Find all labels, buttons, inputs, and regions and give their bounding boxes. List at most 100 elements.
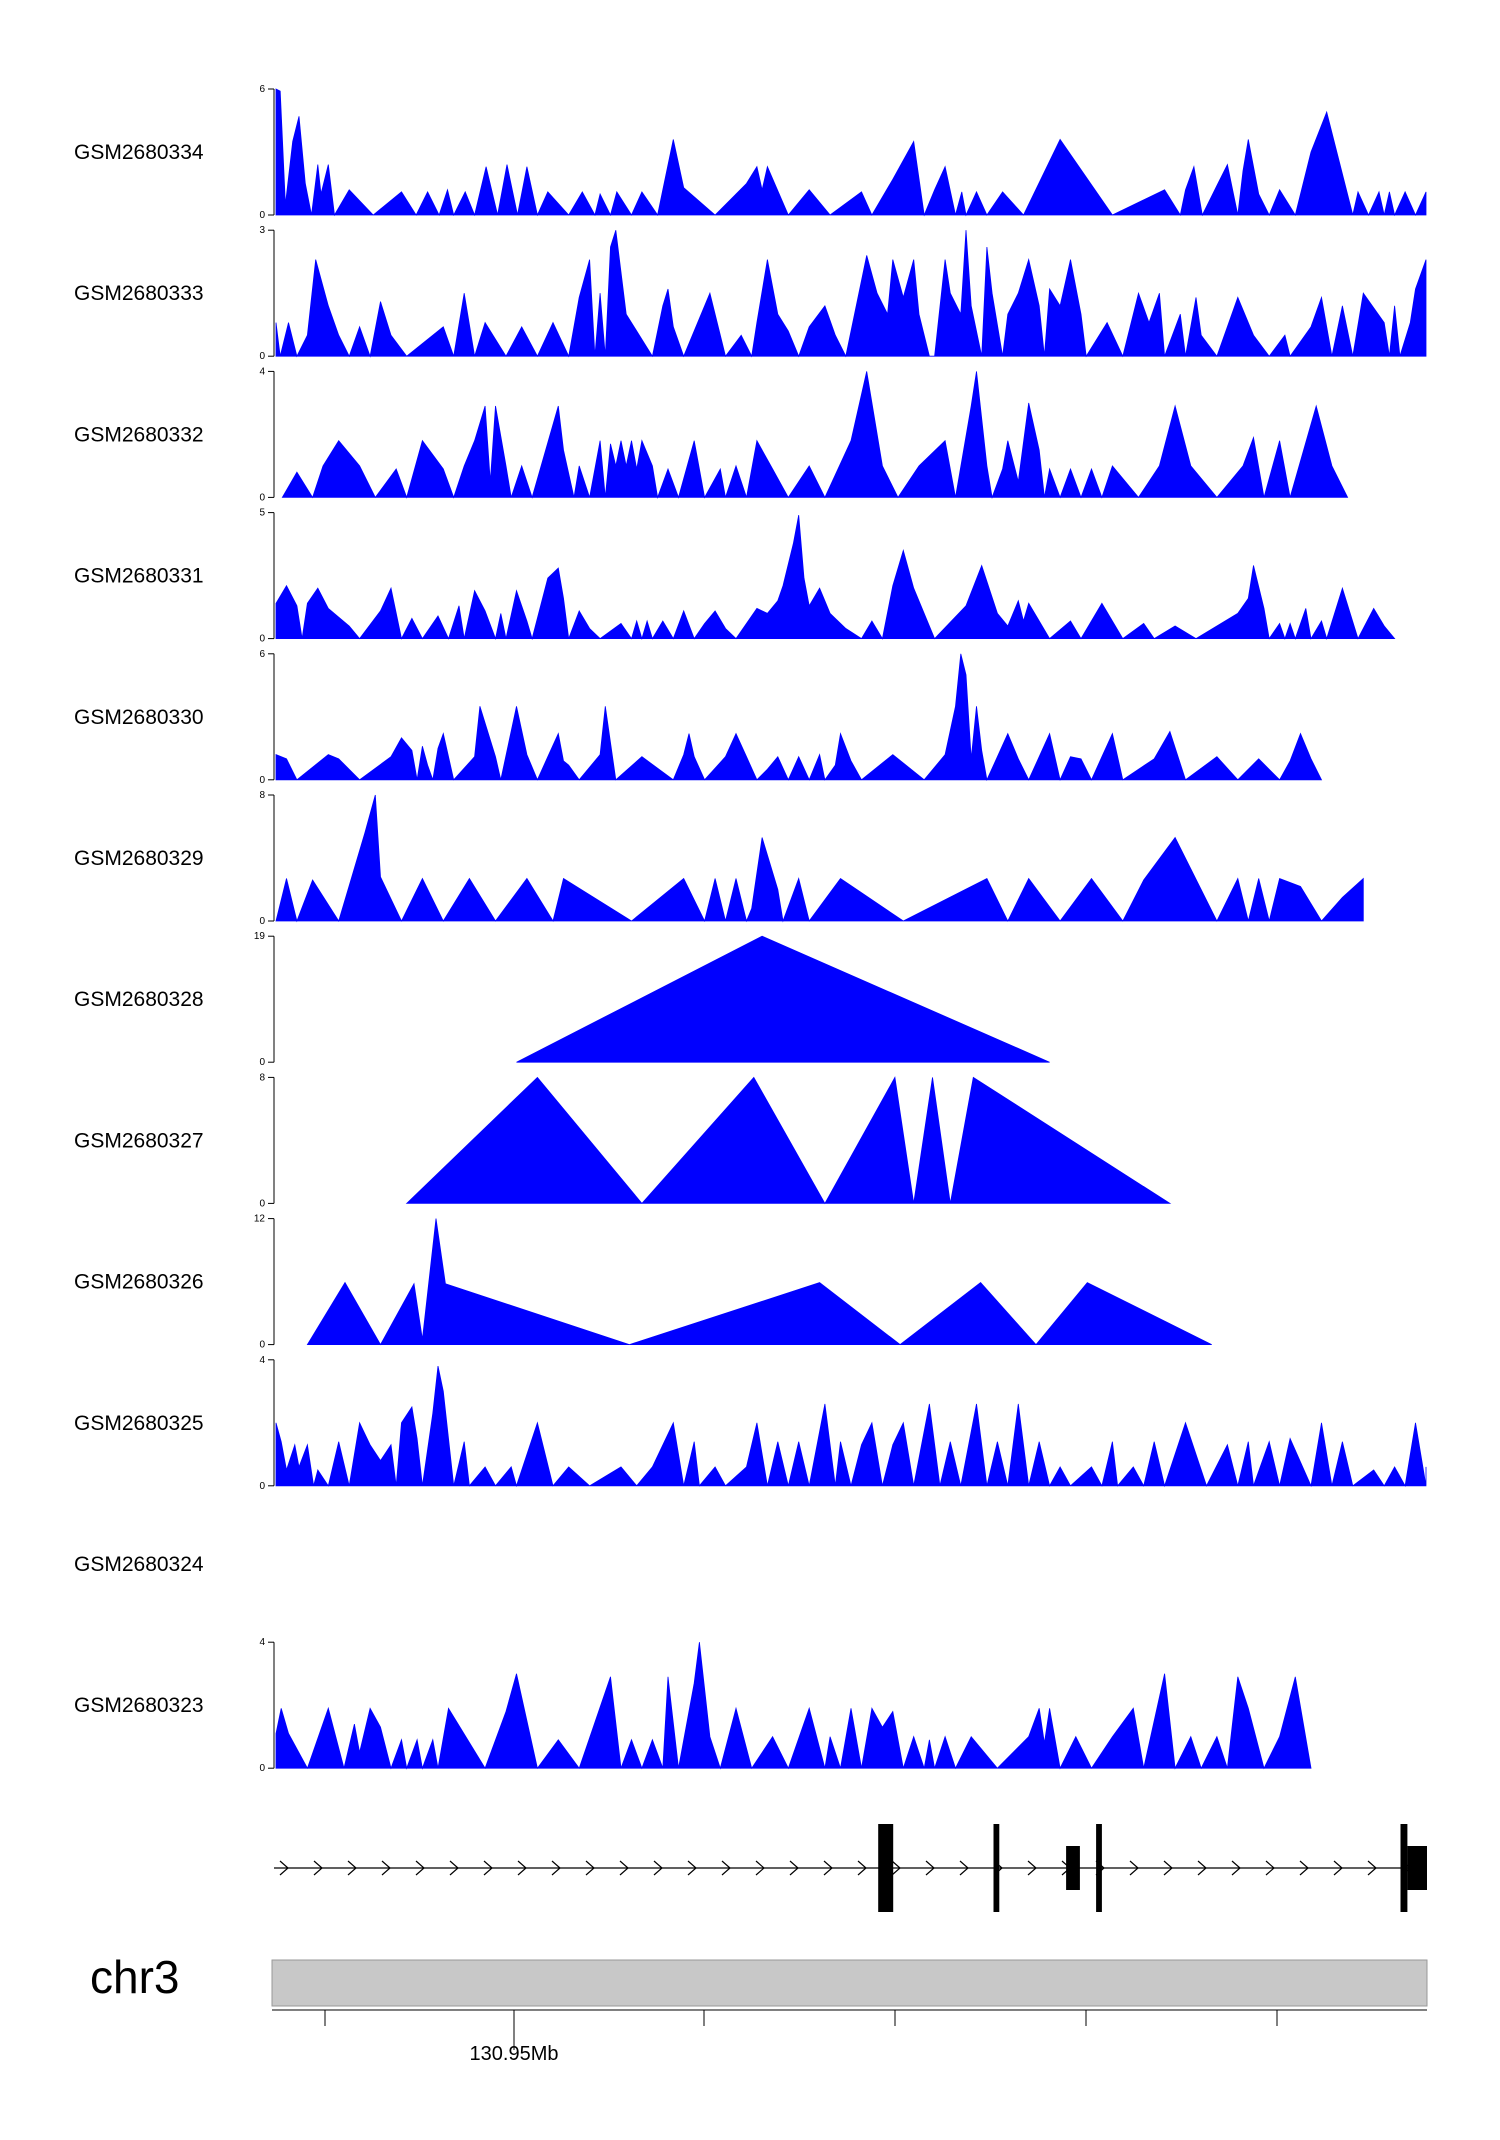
track-ymin-label: 0 (259, 210, 265, 221)
signal-area (281, 371, 1349, 499)
track-ymin-label: 0 (259, 1198, 265, 1209)
track-ymax-label: 6 (259, 84, 265, 95)
strand-arrow (347, 1860, 357, 1876)
track-GSM2680326: GSM2680326 12 0 (74, 1214, 1212, 1351)
track-GSM2680330: GSM2680330 6 0 (74, 649, 1323, 786)
strand-arrow (279, 1860, 289, 1876)
exon (1407, 1846, 1427, 1890)
strand-arrow (1333, 1860, 1343, 1876)
strand-arrow (891, 1860, 901, 1876)
strand-arrow (687, 1860, 697, 1876)
track-ymax-label: 3 (259, 225, 265, 236)
track-ymax-label: 8 (259, 1072, 265, 1083)
strand-arrow (381, 1860, 391, 1876)
gene-strand-arrows (279, 1860, 1411, 1876)
strand-arrow (857, 1860, 867, 1876)
track-ymin-label: 0 (259, 775, 265, 786)
strand-arrow (721, 1860, 731, 1876)
strand-arrow (585, 1860, 595, 1876)
strand-arrow (1027, 1860, 1037, 1876)
track-label: GSM2680334 (74, 141, 204, 164)
track-ymin-label: 0 (259, 1057, 265, 1068)
strand-arrow (313, 1860, 323, 1876)
strand-arrow (1197, 1860, 1207, 1876)
strand-arrow (517, 1860, 527, 1876)
track-label: GSM2680330 (74, 706, 204, 729)
track-label: GSM2680325 (74, 1412, 204, 1435)
strand-arrow (653, 1860, 663, 1876)
track-GSM2680332: GSM2680332 4 0 (74, 366, 1349, 503)
signal-area (275, 515, 1396, 641)
track-GSM2680328: GSM2680328 19 0 (74, 931, 1050, 1068)
strand-arrow (925, 1860, 935, 1876)
signal-area (275, 1642, 1312, 1770)
track-label: GSM2680331 (74, 565, 204, 588)
exon (878, 1824, 894, 1912)
track-ymin-label: 0 (259, 1340, 265, 1351)
strand-arrow (1163, 1860, 1173, 1876)
signal-area (405, 1076, 1172, 1205)
track-GSM2680323: GSM2680323 4 0 (74, 1637, 1312, 1774)
track-label: GSM2680327 (74, 1129, 204, 1152)
track-GSM2680333: GSM2680333 3 0 (74, 225, 1427, 362)
gene-model-track (274, 1824, 1427, 1912)
chromosome-ideogram (271, 1959, 1428, 2007)
signal-area (275, 794, 1364, 923)
gene-exons (878, 1824, 1427, 1912)
exon (1066, 1846, 1080, 1890)
exon (1400, 1824, 1408, 1912)
chromosome-label: chr3 (90, 1951, 179, 2003)
signal-area (275, 1366, 1427, 1488)
signal-area (306, 1218, 1212, 1346)
strand-arrow (823, 1860, 833, 1876)
track-ymin-label: 0 (259, 492, 265, 503)
signal-area (275, 230, 1427, 358)
track-GSM2680325: GSM2680325 4 0 (74, 1355, 1427, 1492)
track-label: GSM2680333 (74, 282, 204, 305)
strand-arrow (1265, 1860, 1275, 1876)
track-ymax-label: 4 (259, 1637, 265, 1648)
strand-arrow (449, 1860, 459, 1876)
track-ymax-label: 12 (254, 1214, 266, 1225)
track-GSM2680331: GSM2680331 5 0 (74, 508, 1396, 645)
signal-area (275, 653, 1323, 782)
strand-arrow (959, 1860, 969, 1876)
strand-arrow (789, 1860, 799, 1876)
track-label: GSM2680323 (74, 1694, 204, 1717)
genome-axis: 130.95Mb (272, 2009, 1427, 2065)
track-ymax-label: 4 (259, 1355, 265, 1366)
track-label: GSM2680328 (74, 988, 204, 1011)
track-GSM2680324: GSM2680324 (74, 1553, 204, 1576)
strand-arrow (551, 1860, 561, 1876)
strand-arrow (1299, 1860, 1309, 1876)
track-label: GSM2680324 (74, 1553, 204, 1576)
track-GSM2680334: GSM2680334 6 0 (74, 84, 1427, 221)
strand-arrow (755, 1860, 765, 1876)
track-label: GSM2680326 (74, 1271, 204, 1294)
exon (993, 1824, 1000, 1912)
genome-axis-label: 130.95Mb (470, 2043, 559, 2065)
track-ymax-label: 5 (259, 508, 265, 519)
track-ymin-label: 0 (259, 1763, 265, 1774)
genome-axis-ticks (324, 2010, 1278, 2050)
track-label: GSM2680332 (74, 423, 204, 446)
track-label: GSM2680329 (74, 847, 204, 870)
signal-tracks: GSM268033460GSM268033330GSM268033240GSM2… (74, 84, 1427, 1774)
track-ymax-label: 4 (259, 366, 265, 377)
track-GSM2680329: GSM2680329 8 0 (74, 790, 1364, 927)
strand-arrow (483, 1860, 493, 1876)
signal-area (516, 935, 1050, 1063)
track-ymax-label: 8 (259, 790, 265, 801)
exon (1096, 1824, 1102, 1912)
track-ymax-label: 6 (259, 649, 265, 660)
strand-arrow (415, 1860, 425, 1876)
signal-area (275, 88, 1427, 217)
track-GSM2680327: GSM2680327 8 0 (74, 1072, 1172, 1209)
track-ymin-label: 0 (259, 1481, 265, 1492)
track-ymin-label: 0 (259, 634, 265, 645)
track-ymin-label: 0 (259, 916, 265, 927)
strand-arrow (1129, 1860, 1139, 1876)
strand-arrow (619, 1860, 629, 1876)
track-ymax-label: 19 (254, 931, 266, 942)
